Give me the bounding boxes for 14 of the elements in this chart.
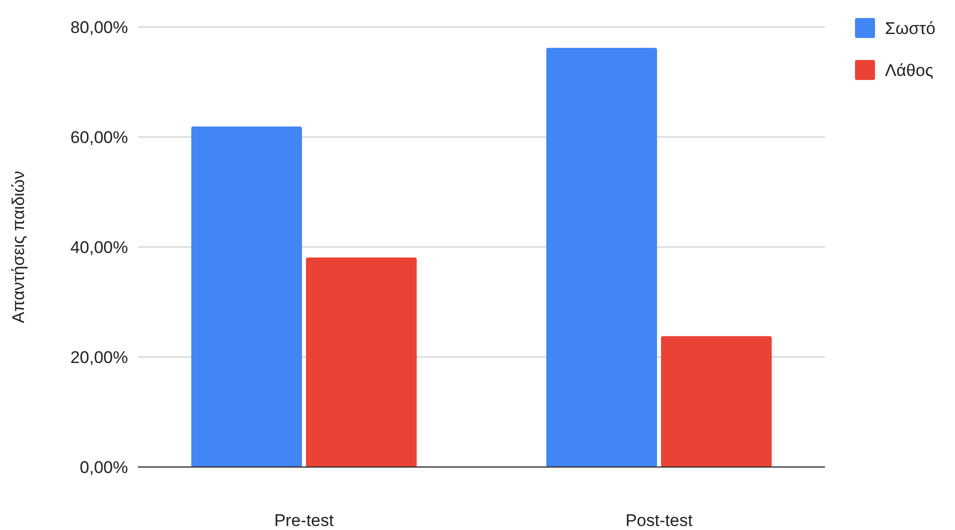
bar	[546, 48, 658, 467]
y-axis-title: Απαντήσεις παιδιών	[9, 170, 28, 324]
y-tick-label: 60,00%	[70, 128, 128, 147]
x-tick-label: Post-test	[625, 511, 693, 530]
legend-label: Λάθος	[885, 60, 934, 80]
y-tick-label: 20,00%	[70, 348, 128, 367]
bar	[306, 257, 417, 467]
y-tick-label: 80,00%	[70, 18, 128, 37]
x-tick-label: Pre-test	[274, 511, 334, 530]
bar	[661, 336, 772, 467]
y-tick-label: 0,00%	[80, 458, 128, 477]
bar	[191, 126, 302, 467]
legend-label: Σωστό	[885, 18, 936, 38]
y-tick-label: 40,00%	[70, 238, 128, 257]
